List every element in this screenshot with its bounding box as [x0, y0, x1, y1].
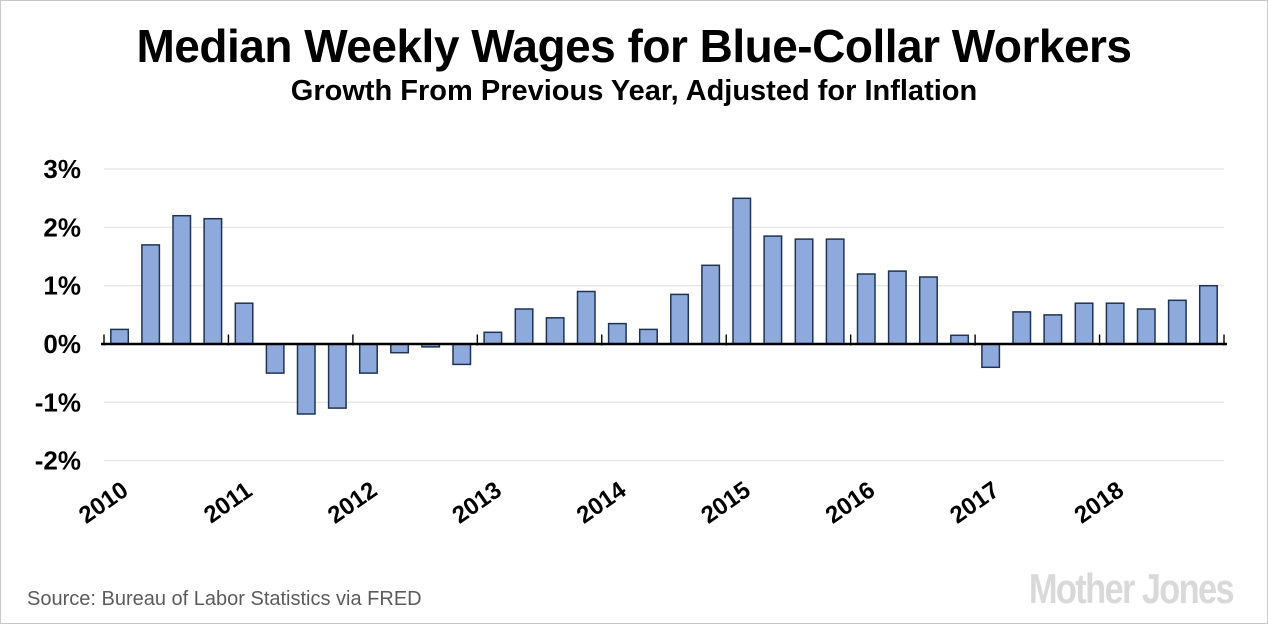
bar	[483, 331, 503, 345]
bar	[514, 308, 534, 345]
bar	[856, 273, 876, 345]
bar	[172, 214, 192, 345]
bar	[638, 328, 658, 345]
chart-subtitle: Growth From Previous Year, Adjusted for …	[290, 75, 978, 107]
bar	[1012, 311, 1032, 345]
bar	[1043, 314, 1063, 345]
x-axis-label: 2010	[74, 476, 133, 529]
bar	[701, 264, 721, 345]
bar	[763, 235, 783, 345]
bar	[390, 343, 410, 354]
x-axis-label: 2013	[447, 476, 506, 529]
x-axis-label: 2012	[323, 476, 382, 529]
bar	[1198, 284, 1218, 345]
bar	[607, 322, 627, 345]
bar	[576, 290, 596, 345]
bar	[1167, 299, 1187, 345]
bar	[327, 343, 347, 409]
bar	[918, 276, 938, 345]
bar	[1136, 308, 1156, 345]
x-axis-label: 2011	[199, 477, 257, 529]
bar	[545, 317, 565, 345]
bar	[141, 244, 161, 345]
bar	[981, 343, 1001, 369]
y-axis-label: 1%	[43, 271, 81, 301]
x-axis-label: 2016	[821, 476, 880, 529]
source-note: Source: Bureau of Labor Statistics via F…	[27, 588, 422, 610]
bar	[887, 270, 907, 345]
x-axis-label: 2017	[945, 476, 1004, 529]
bar	[234, 302, 254, 345]
x-axis-label: 2014	[572, 476, 632, 529]
bar	[452, 343, 472, 366]
bar	[110, 328, 130, 345]
bar	[265, 343, 285, 374]
x-axis-label: 2015	[696, 476, 755, 529]
x-axis-label: 2018	[1070, 476, 1129, 529]
bar	[670, 293, 690, 345]
bar	[825, 238, 845, 345]
bar	[203, 217, 223, 345]
bar	[794, 238, 814, 345]
y-axis-label: 2%	[43, 212, 81, 242]
bar	[732, 197, 752, 345]
bar	[950, 334, 970, 345]
y-axis-label: -2%	[35, 446, 81, 476]
y-axis-label: 3%	[43, 154, 81, 184]
y-axis-label: 0%	[43, 329, 81, 359]
chart-title: Median Weekly Wages for Blue-Collar Work…	[136, 20, 1132, 72]
bar	[358, 343, 378, 374]
y-axis-label: -1%	[35, 387, 81, 417]
bar	[1074, 302, 1094, 345]
motherjones-logo: Mother Jones	[1028, 565, 1235, 612]
bar	[296, 343, 316, 415]
bar	[1105, 302, 1125, 345]
